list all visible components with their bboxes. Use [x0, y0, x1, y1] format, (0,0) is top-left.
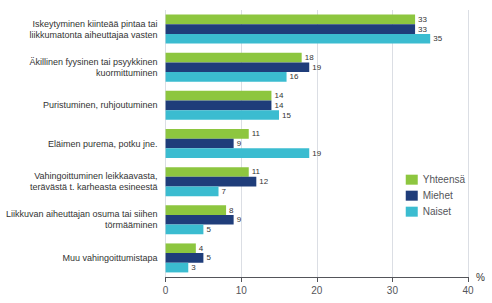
svg-text:5: 5 [206, 225, 211, 234]
svg-text:Yhteensä: Yhteensä [423, 174, 466, 185]
svg-text:Vahingoittuminen leikkaavasta,: Vahingoittuminen leikkaavasta, [34, 171, 157, 181]
svg-text:35: 35 [433, 34, 442, 43]
svg-text:30: 30 [387, 285, 399, 296]
svg-text:15: 15 [282, 111, 291, 120]
svg-text:33: 33 [418, 15, 427, 24]
svg-text:kuormittuminen: kuormittuminen [96, 68, 158, 78]
svg-text:11: 11 [252, 129, 261, 138]
svg-text:10: 10 [236, 285, 248, 296]
svg-text:18: 18 [305, 53, 314, 62]
svg-text:Liikkuvan aiheuttajan osuma ta: Liikkuvan aiheuttajan osuma tai siihen [6, 209, 158, 219]
svg-text:terävästä t. karheasta esinees: terävästä t. karheasta esineestä [30, 182, 158, 192]
svg-text:33: 33 [418, 25, 427, 34]
svg-text:40: 40 [462, 285, 474, 296]
svg-text:20: 20 [311, 285, 323, 296]
svg-text:törmääminen: törmääminen [105, 220, 158, 230]
svg-text:5: 5 [206, 253, 211, 262]
svg-text:12: 12 [259, 177, 268, 186]
svg-text:14: 14 [274, 91, 283, 100]
svg-text:8: 8 [229, 206, 234, 215]
svg-text:9: 9 [237, 139, 242, 148]
svg-text:16: 16 [290, 72, 299, 81]
svg-text:Puristuminen, ruhjoutuminen: Puristuminen, ruhjoutuminen [43, 100, 158, 110]
svg-text:Iskeytyminen kiinteää pintaa t: Iskeytyminen kiinteää pintaa tai [33, 19, 158, 29]
svg-text:19: 19 [312, 149, 321, 158]
svg-text:Eläimen purema, potku jne.: Eläimen purema, potku jne. [48, 139, 158, 149]
svg-text:0: 0 [163, 285, 169, 296]
svg-text:Naiset: Naiset [423, 206, 452, 217]
svg-text:Äkillinen fyysinen tai psyykki: Äkillinen fyysinen tai psyykkinen [30, 57, 158, 67]
svg-text:Miehet: Miehet [423, 190, 453, 201]
svg-text:%: % [476, 272, 485, 283]
svg-text:9: 9 [237, 215, 242, 224]
svg-text:11: 11 [252, 167, 261, 176]
svg-text:19: 19 [312, 63, 321, 72]
svg-text:7: 7 [222, 187, 227, 196]
svg-text:4: 4 [199, 244, 204, 253]
svg-text:3: 3 [191, 263, 196, 272]
svg-text:14: 14 [274, 101, 283, 110]
svg-text:Muu vahingoittumistapa: Muu vahingoittumistapa [63, 253, 158, 263]
svg-text:liikkumatonta aiheuttajaa vast: liikkumatonta aiheuttajaa vasten [30, 30, 158, 40]
